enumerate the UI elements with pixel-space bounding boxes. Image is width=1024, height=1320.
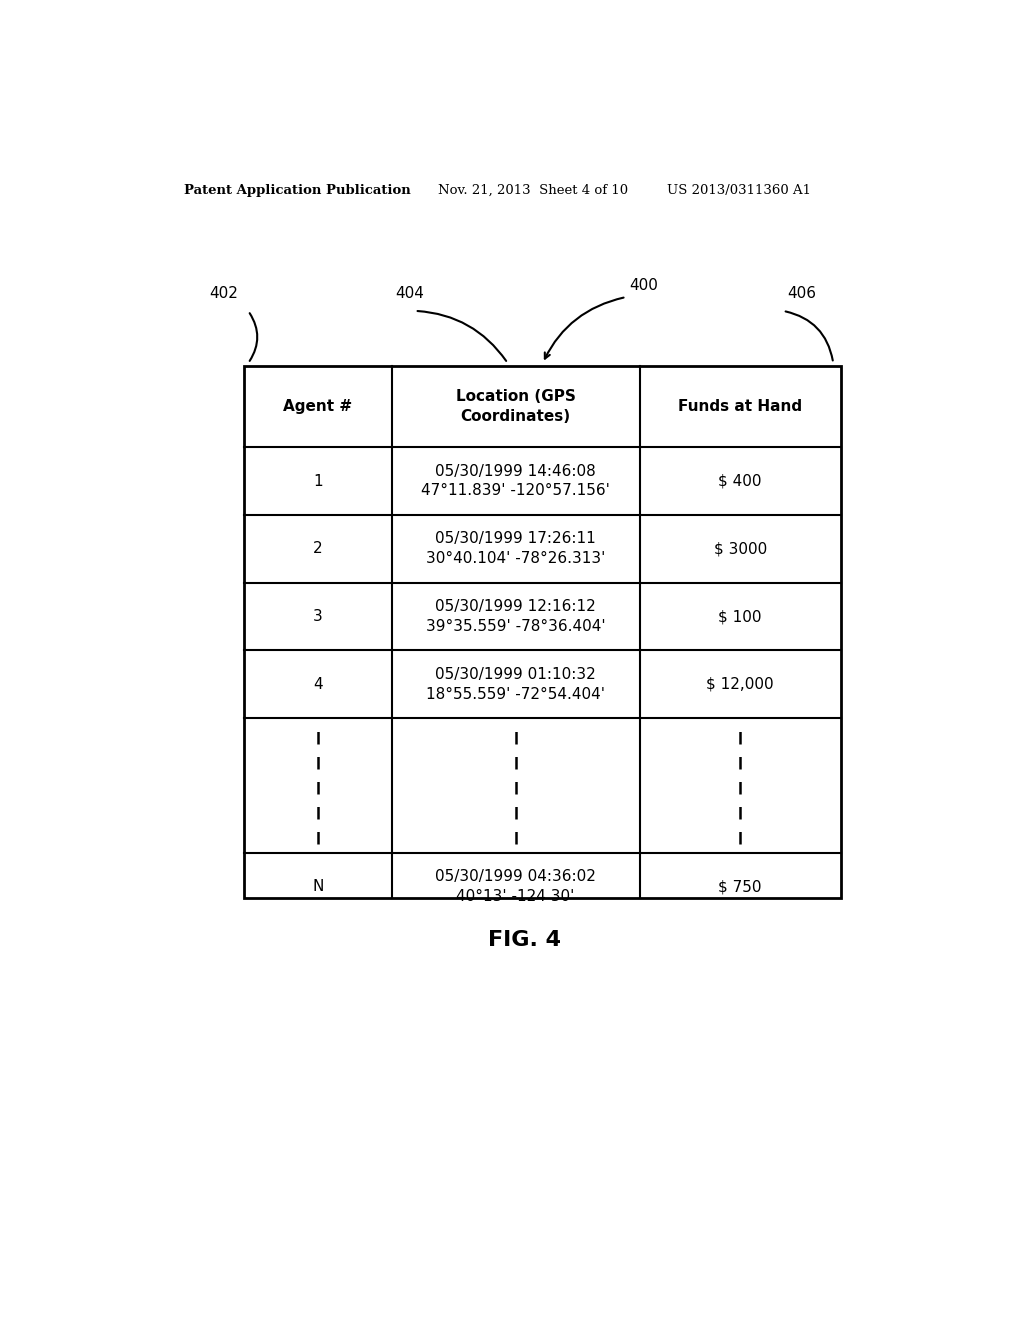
Text: 400: 400 xyxy=(630,279,658,293)
Text: $ 3000: $ 3000 xyxy=(714,541,767,556)
Text: N: N xyxy=(312,879,324,895)
Text: 4: 4 xyxy=(313,677,323,692)
Text: 05/30/1999 12:16:12
39°35.559' -78°36.404': 05/30/1999 12:16:12 39°35.559' -78°36.40… xyxy=(426,599,605,634)
Text: $ 750: $ 750 xyxy=(719,879,762,895)
Text: FIG. 4: FIG. 4 xyxy=(488,931,561,950)
Text: 2: 2 xyxy=(313,541,323,556)
Text: US 2013/0311360 A1: US 2013/0311360 A1 xyxy=(667,185,811,197)
Text: 402: 402 xyxy=(209,286,239,301)
Text: $ 400: $ 400 xyxy=(719,474,762,488)
Text: Funds at Hand: Funds at Hand xyxy=(678,399,803,414)
Text: 1: 1 xyxy=(313,474,323,488)
Text: 406: 406 xyxy=(786,286,816,301)
Text: Nov. 21, 2013  Sheet 4 of 10: Nov. 21, 2013 Sheet 4 of 10 xyxy=(438,185,628,197)
Text: 05/30/1999 01:10:32
18°55.559' -72°54.404': 05/30/1999 01:10:32 18°55.559' -72°54.40… xyxy=(426,667,605,702)
Text: Location (GPS
Coordinates): Location (GPS Coordinates) xyxy=(456,389,575,424)
Text: Patent Application Publication: Patent Application Publication xyxy=(183,185,411,197)
Text: 404: 404 xyxy=(395,286,424,301)
Text: $ 100: $ 100 xyxy=(719,609,762,624)
Text: $ 12,000: $ 12,000 xyxy=(707,677,774,692)
Text: 05/30/1999 17:26:11
30°40.104' -78°26.313': 05/30/1999 17:26:11 30°40.104' -78°26.31… xyxy=(426,532,605,566)
Text: 3: 3 xyxy=(313,609,323,624)
Text: Agent #: Agent # xyxy=(284,399,352,414)
Text: 05/30/1999 14:46:08
47°11.839' -120°57.156': 05/30/1999 14:46:08 47°11.839' -120°57.1… xyxy=(421,463,610,499)
Bar xyxy=(245,367,841,898)
Text: 05/30/1999 04:36:02
40°13' -124 30': 05/30/1999 04:36:02 40°13' -124 30' xyxy=(435,870,596,904)
